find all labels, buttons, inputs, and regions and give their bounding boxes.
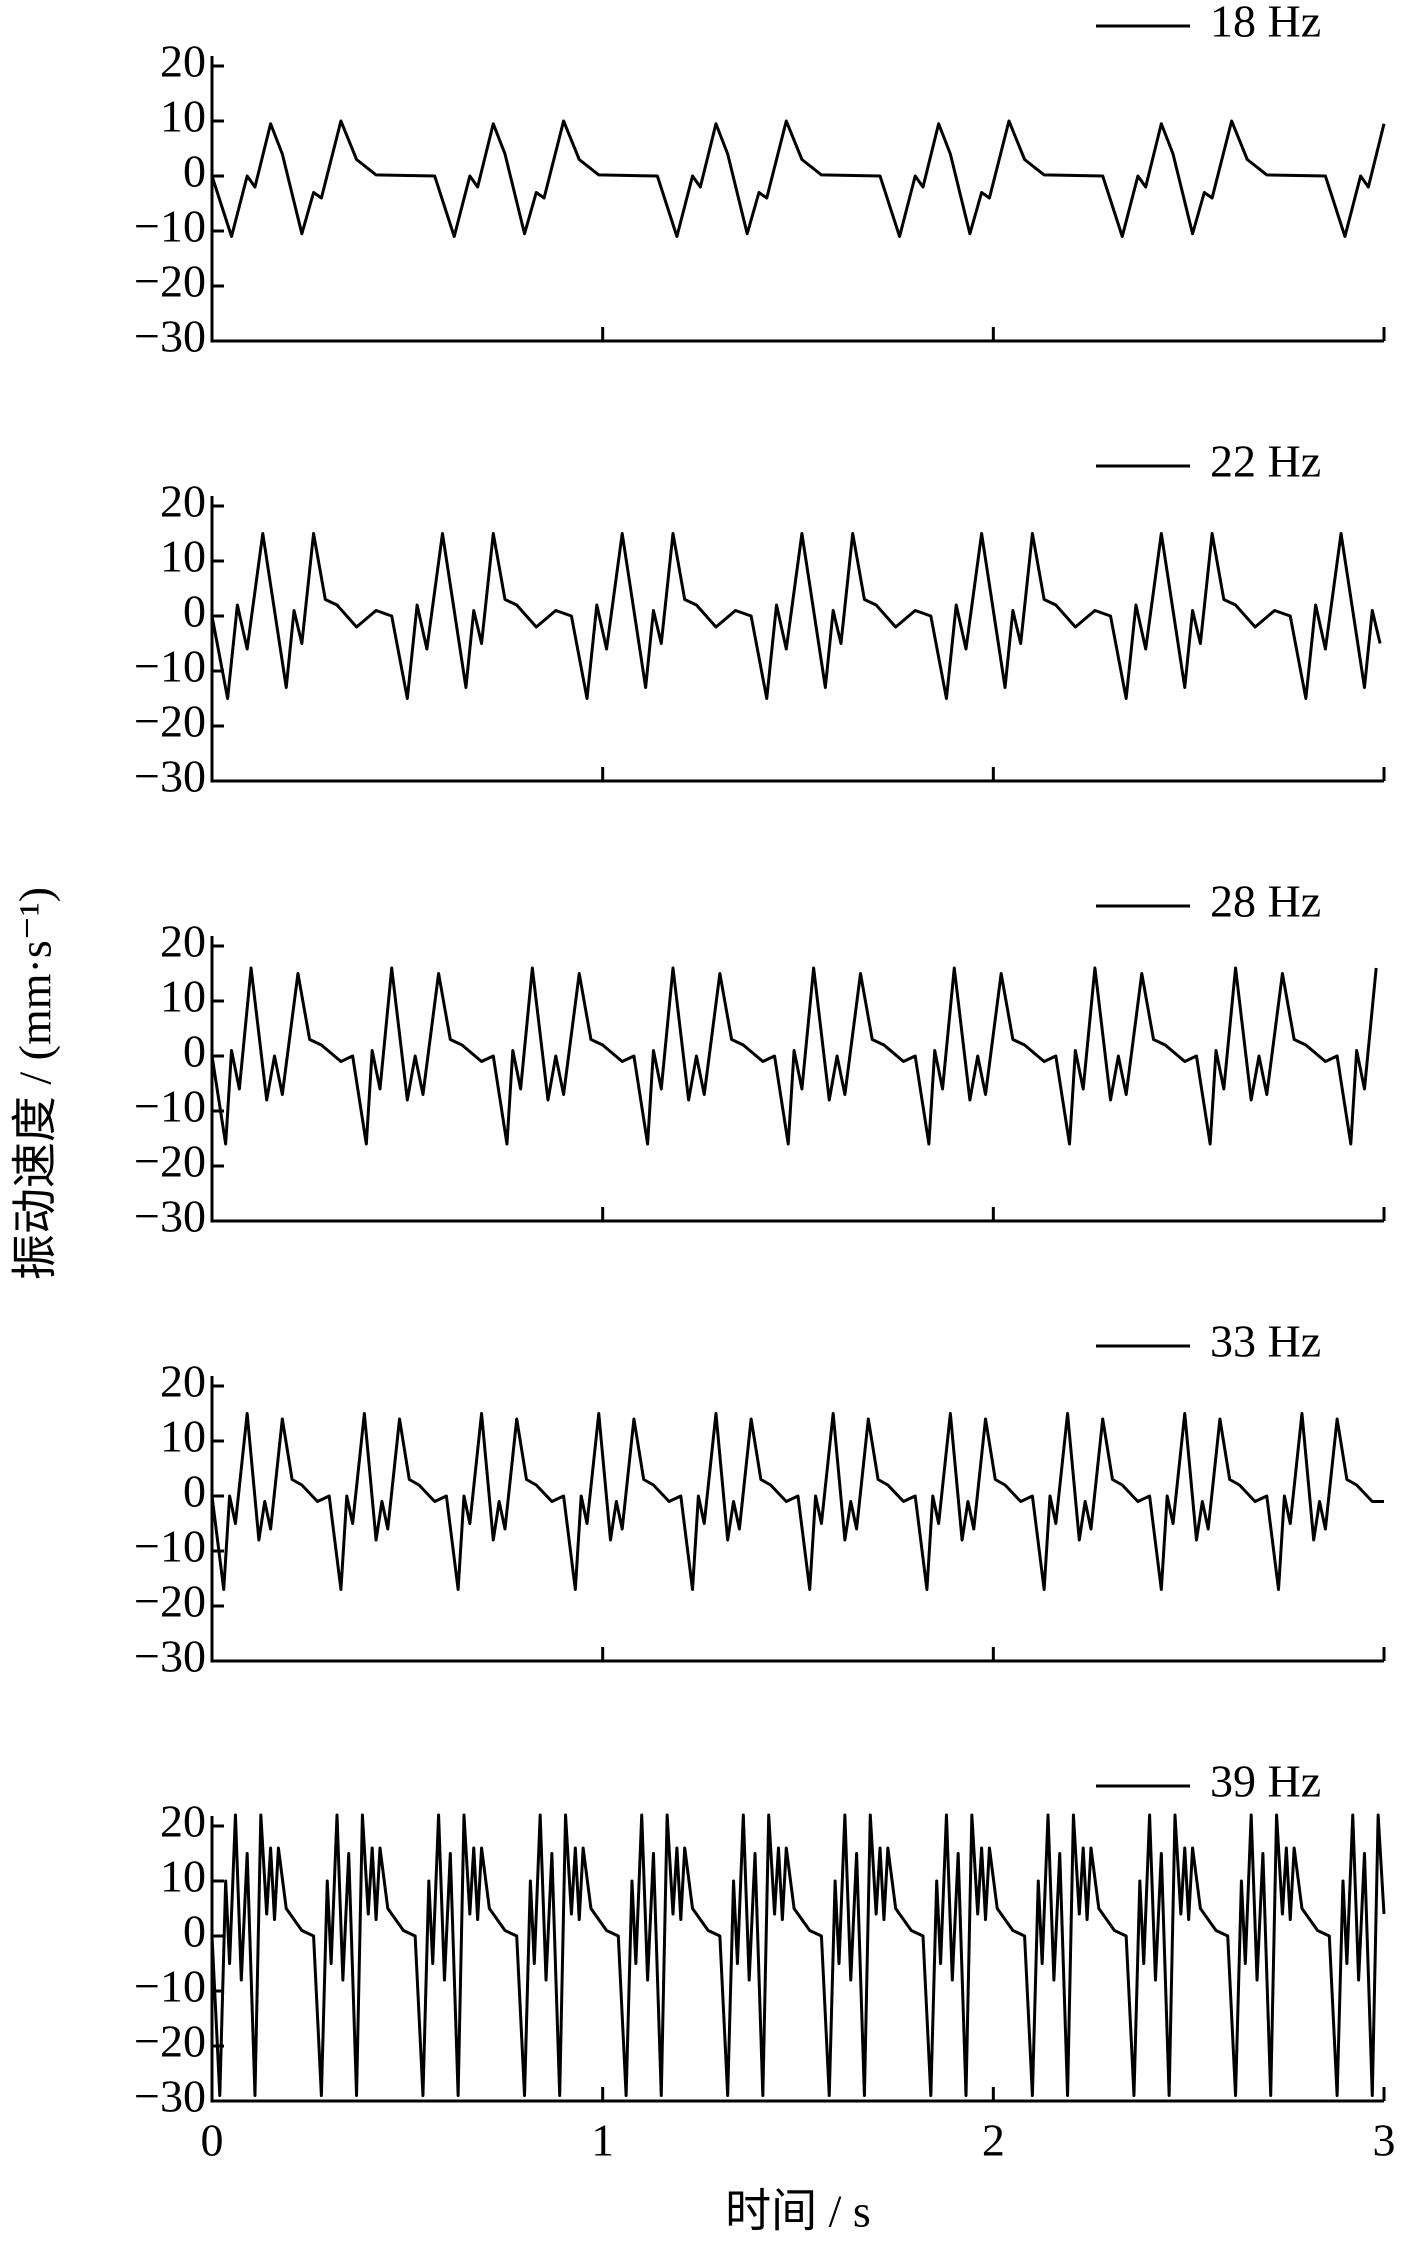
axis-spine <box>210 1816 1384 2103</box>
y-tick-label: 10 <box>160 971 206 1022</box>
y-tick-label: −20 <box>134 696 206 747</box>
legend-label: 18 Hz <box>1210 0 1321 47</box>
y-tick-label: −10 <box>134 641 206 692</box>
y-tick-label: 20 <box>160 476 206 527</box>
x-tick-label: 1 <box>591 2115 614 2166</box>
legend-label: 33 Hz <box>1210 1316 1321 1367</box>
x-tick-label: 3 <box>1373 2115 1396 2166</box>
y-tick-label: −10 <box>134 1521 206 1572</box>
data-line <box>210 1412 1384 1591</box>
data-line <box>210 532 1382 700</box>
y-tick-label: −30 <box>134 1631 206 1682</box>
y-tick-label: 10 <box>160 531 206 582</box>
y-tick-label: 0 <box>183 1466 206 1517</box>
y-tick-label: 0 <box>183 586 206 637</box>
data-line <box>210 119 1386 238</box>
y-tick-label: 0 <box>183 1906 206 1957</box>
axis-spine <box>210 56 1384 343</box>
y-tick-label: −30 <box>134 2071 206 2122</box>
y-tick-label: 10 <box>160 1851 206 1902</box>
y-tick-label: −10 <box>134 201 206 252</box>
y-tick-label: −20 <box>134 1576 206 1627</box>
y-tick-label: 20 <box>160 36 206 87</box>
legend-label: 22 Hz <box>1210 436 1321 487</box>
y-tick-label: −10 <box>134 1081 206 1132</box>
y-tick-label: 20 <box>160 916 206 967</box>
y-tick-label: −20 <box>134 1136 206 1187</box>
axis-spine <box>210 496 1384 783</box>
legend-label: 39 Hz <box>1210 1756 1321 1807</box>
y-tick-label: −10 <box>134 1961 206 2012</box>
y-tick-label: 10 <box>160 91 206 142</box>
y-tick-label: 0 <box>183 146 206 197</box>
x-tick-label: 2 <box>982 2115 1005 2166</box>
y-axis-label: 振动速度 / (mm·s⁻¹) <box>10 887 61 1280</box>
y-tick-label: 20 <box>160 1796 206 1847</box>
y-tick-label: −30 <box>134 1191 206 1242</box>
data-line <box>210 966 1378 1146</box>
axis-spine <box>210 936 1384 1223</box>
y-tick-label: 20 <box>160 1356 206 1407</box>
x-tick-label: 0 <box>201 2115 224 2166</box>
y-tick-label: −20 <box>134 256 206 307</box>
y-tick-label: 10 <box>160 1411 206 1462</box>
legend-label: 28 Hz <box>1210 876 1321 927</box>
y-tick-label: −20 <box>134 2016 206 2067</box>
y-tick-label: −30 <box>134 751 206 802</box>
y-tick-label: 0 <box>183 1026 206 1077</box>
x-axis-label: 时间 / s <box>725 2186 871 2237</box>
y-tick-label: −30 <box>134 311 206 362</box>
data-line <box>210 1813 1386 2097</box>
